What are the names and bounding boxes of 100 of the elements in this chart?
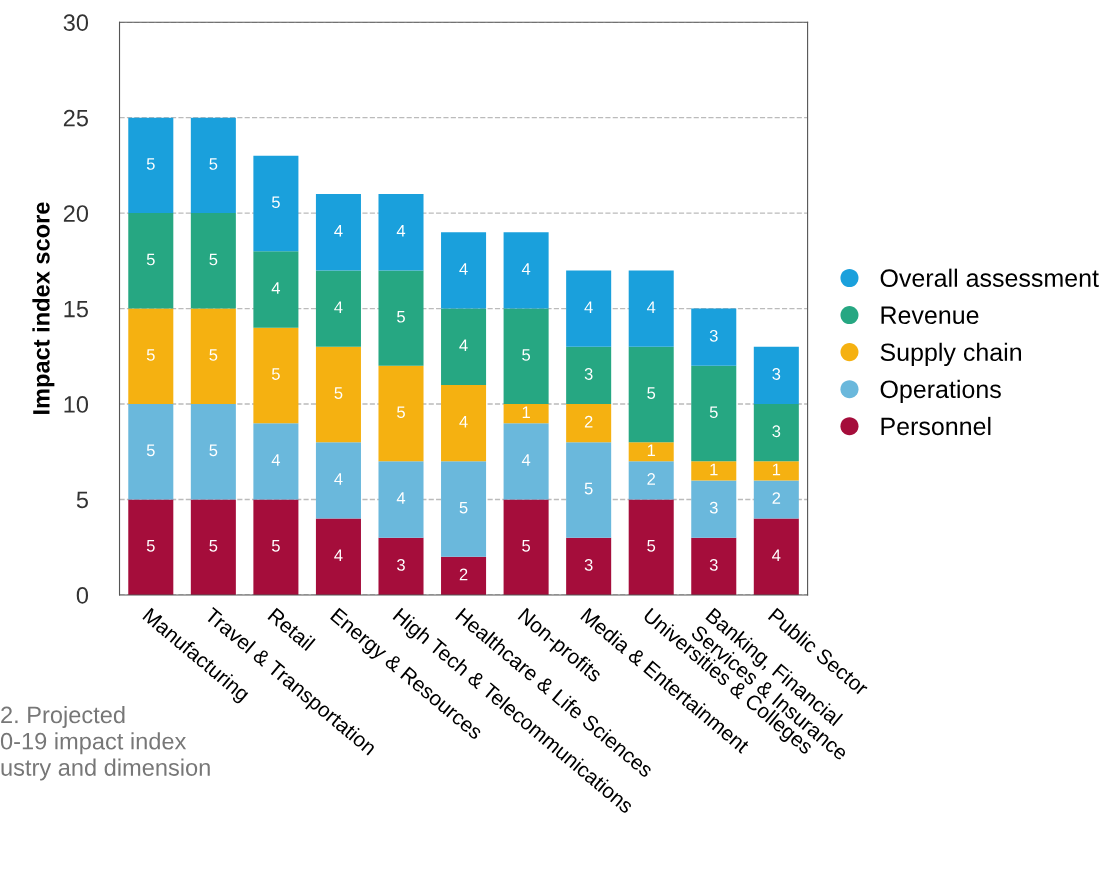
bar (253, 499, 299, 595)
data-label: 4 (396, 225, 406, 237)
bar (378, 270, 424, 366)
bar (503, 232, 549, 309)
y-tick-label: 0 (76, 587, 89, 604)
data-label: 4 (334, 225, 343, 237)
data-label: 4 (334, 549, 343, 562)
bar (503, 499, 549, 595)
bar (253, 155, 299, 252)
bar (190, 213, 236, 309)
bar (190, 117, 236, 214)
data-label: 5 (647, 540, 656, 552)
data-label: 3 (584, 368, 593, 380)
data-label: 5 (146, 253, 155, 266)
legend-label: Personnel (881, 416, 991, 436)
data-label: 3 (709, 501, 718, 514)
bar (753, 480, 799, 519)
data-label: 1 (522, 406, 530, 418)
data-label: 5 (397, 406, 405, 419)
data-label: 5 (397, 310, 405, 323)
bar (253, 327, 299, 424)
bar (566, 346, 612, 405)
bar (378, 365, 424, 462)
y-tick-label: 15 (64, 300, 88, 318)
legend-label: Operations (880, 379, 1001, 404)
bar (503, 308, 549, 405)
data-label: 4 (521, 454, 531, 466)
bar (566, 404, 612, 443)
bar (315, 194, 361, 271)
y-tick-label: 25 (63, 109, 88, 127)
legend-label: Overall assessment (880, 268, 1099, 287)
bar (628, 442, 674, 462)
y-tick-label: 5 (76, 491, 88, 509)
bar (128, 404, 174, 500)
data-label: 3 (772, 368, 781, 380)
bar (441, 461, 487, 557)
data-label: 5 (146, 540, 155, 552)
data-label: 4 (772, 549, 781, 562)
bar (566, 537, 612, 595)
data-label: 5 (209, 540, 218, 552)
data-label: 4 (459, 339, 468, 352)
bar (315, 518, 361, 595)
bar (378, 537, 424, 595)
data-label: 5 (709, 406, 718, 419)
bar (378, 461, 424, 538)
bar (441, 384, 487, 462)
data-label: 5 (146, 349, 155, 361)
data-label: 5 (522, 540, 531, 552)
data-label: 3 (397, 558, 405, 571)
bar (628, 499, 674, 595)
data-label: 5 (647, 387, 656, 399)
bar (753, 518, 799, 595)
bar (503, 423, 549, 500)
bar (566, 442, 612, 538)
data-label: 4 (521, 263, 531, 275)
data-label: 2 (584, 415, 593, 428)
data-label: 5 (584, 482, 593, 495)
bar (628, 346, 674, 443)
bar (503, 404, 549, 424)
data-label: 4 (646, 301, 656, 313)
y-tick-label: 30 (63, 14, 89, 31)
bar (753, 404, 799, 462)
bar (253, 423, 299, 500)
data-label: 5 (146, 158, 155, 170)
bar (378, 194, 424, 271)
data-label: 4 (396, 492, 406, 504)
legend-label: Supply chain (880, 342, 1021, 367)
bar (441, 308, 487, 385)
bar (441, 556, 487, 595)
y-axis-title: Impact index score (32, 202, 55, 414)
bar (315, 346, 361, 443)
data-label: 4 (271, 454, 281, 466)
bar (315, 270, 361, 347)
data-label: 5 (209, 158, 218, 170)
data-label: 3 (584, 558, 593, 571)
text: 2. Projected 0-19 impact index ustry and dimension (0, 705, 210, 781)
bar (691, 537, 737, 595)
data-label: 4 (459, 415, 468, 428)
data-label: 5 (209, 253, 218, 266)
data-label: 5 (271, 196, 280, 209)
data-label: 5 (459, 501, 468, 514)
data-label: 4 (584, 301, 593, 313)
y-tick-label: 10 (64, 396, 89, 413)
data-label: 3 (709, 329, 718, 342)
bar (691, 461, 737, 481)
data-label: 4 (271, 282, 281, 294)
data-label: 4 (334, 301, 343, 313)
bar (628, 270, 674, 347)
bar (691, 480, 737, 538)
bar (190, 499, 236, 595)
bar (753, 461, 799, 481)
y-tick-label: 20 (63, 205, 89, 222)
data-label: 5 (209, 444, 218, 457)
bar (128, 213, 174, 309)
data-label: 5 (522, 349, 531, 361)
bar (315, 442, 361, 519)
data-label: 5 (209, 349, 218, 361)
bar (691, 308, 737, 366)
data-label: 2 (772, 492, 781, 504)
data-label: 1 (772, 463, 781, 476)
